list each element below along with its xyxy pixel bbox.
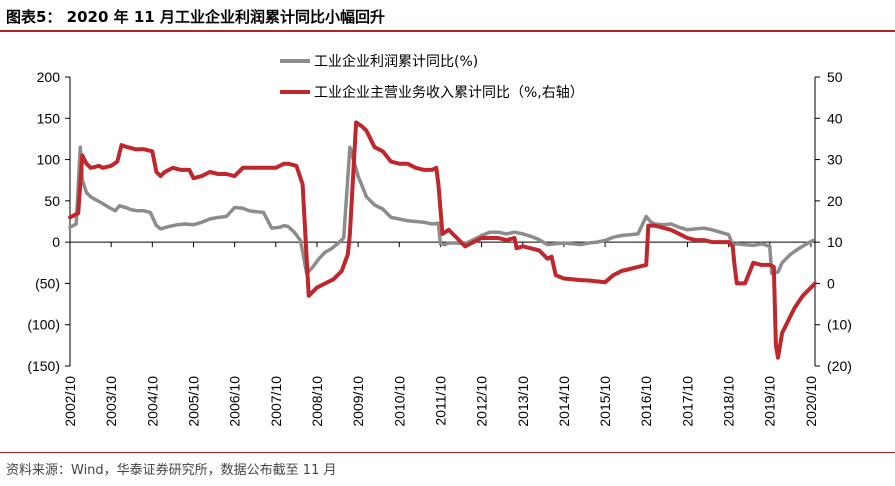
x-axis-tick-label: 2016/10: [638, 376, 654, 427]
x-axis-tick-label: 2015/10: [597, 376, 613, 427]
x-axis-tick-label: 2012/10: [474, 376, 490, 427]
left-axis-tick-label: (150): [27, 358, 60, 374]
left-axis-tick-label: 150: [37, 110, 61, 126]
left-axis-tick-label: 0: [52, 234, 60, 250]
axes-group: 200150100500(50)(100)(150)50403020100(10…: [27, 69, 852, 427]
x-axis-tick-label: 2018/10: [721, 376, 737, 427]
figure-title: 图表5： 2020 年 11 月工业企业利润累计同比小幅回升: [6, 8, 385, 26]
left-axis-tick-label: 50: [44, 193, 60, 209]
right-axis-tick-label: 0: [827, 275, 835, 291]
title-rule: [0, 30, 895, 32]
x-axis-tick-label: 2010/10: [391, 376, 407, 427]
x-axis-tick-label: 2014/10: [556, 376, 572, 427]
x-axis-tick-label: 2008/10: [309, 376, 325, 427]
left-axis-tick-label: 200: [37, 69, 61, 85]
left-axis-tick-label: (50): [35, 275, 60, 291]
profit-growth-line: [68, 145, 815, 276]
x-axis-tick-label: 2011/10: [432, 376, 448, 426]
left-axis-tick-label: (100): [27, 317, 60, 333]
x-axis-tick-label: 2005/10: [185, 376, 201, 427]
x-axis-tick-label: 2007/10: [268, 376, 284, 427]
right-axis-tick-label: 40: [827, 110, 843, 126]
right-axis-tick-label: (20): [827, 358, 852, 374]
x-axis-tick-label: 2009/10: [350, 376, 366, 427]
x-axis-tick-label: 2019/10: [762, 376, 778, 427]
right-axis-tick-label: (10): [827, 317, 852, 333]
right-axis-tick-label: 30: [827, 152, 843, 168]
x-axis-tick-label: 2003/10: [103, 376, 119, 427]
source-note: 资料来源：Wind，华泰证券研究所，数据公布截至 11 月: [6, 463, 337, 478]
x-axis-tick-label: 2020/10: [803, 376, 819, 427]
legend-label-profit: 工业企业利润累计同比(%): [314, 53, 478, 70]
x-axis-tick-label: 2006/10: [227, 376, 243, 427]
legend: 工业企业利润累计同比(%) 工业企业主营业务收入累计同比（%,右轴）: [280, 53, 584, 101]
x-axis-tick-label: 2017/10: [679, 376, 695, 427]
series-group: [68, 120, 817, 360]
left-axis-tick-label: 100: [37, 152, 61, 168]
x-axis-tick-label: 2004/10: [144, 376, 160, 427]
revenue-growth-line: [68, 120, 817, 360]
right-axis-tick-label: 20: [827, 193, 843, 209]
x-axis-tick-label: 2002/10: [62, 376, 78, 427]
right-axis-tick-label: 10: [827, 234, 843, 250]
legend-label-revenue: 工业企业主营业务收入累计同比（%,右轴）: [314, 84, 584, 101]
x-axis-tick-label: 2013/10: [515, 376, 531, 427]
source-rule: [0, 452, 895, 453]
right-axis-tick-label: 50: [827, 69, 843, 85]
